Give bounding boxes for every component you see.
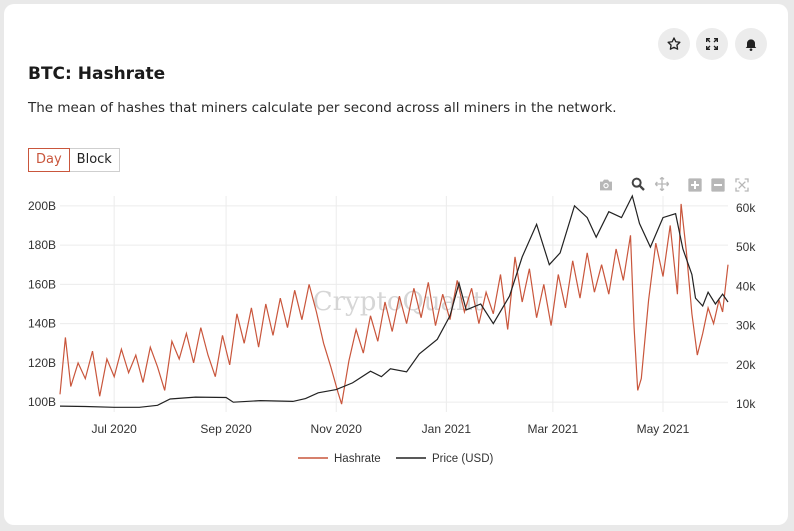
chart-title: BTC: Hashrate [28,64,166,84]
y-left-tick-label: 180B [28,238,56,252]
fullscreen-button[interactable] [696,28,728,60]
x-tick-label: Mar 2021 [528,422,579,436]
x-tick-label: Nov 2020 [311,422,363,436]
bell-icon [745,39,757,51]
alert-button[interactable] [735,28,767,60]
y-right-tick-label: 10k [736,397,756,411]
legend-price-label[interactable]: Price (USD) [432,453,494,465]
y-axis-left: 100B 120B 140B 160B 180B 200B [28,199,56,409]
y-left-tick-label: 160B [28,277,56,291]
expand-icon [706,38,718,50]
star-icon [667,37,681,50]
y-left-tick-label: 140B [28,317,56,331]
y-right-tick-label: 40k [736,279,756,293]
autoscale-icon[interactable] [734,177,750,193]
tab-day[interactable]: Day [28,148,70,172]
interval-toggle: Day Block [28,148,120,172]
y-right-tick-label: 50k [736,240,756,254]
grid-lines [60,196,728,412]
price-series-line [59,194,729,408]
y-left-tick-label: 100B [28,395,56,409]
x-tick-label: May 2021 [637,422,690,436]
chart-legend: Hashrate Price (USD) [298,453,494,465]
y-axis-right: 10k 20k 30k 40k 50k 60k [736,201,756,411]
zoom-in-icon[interactable] [687,177,703,193]
y-left-tick-label: 200B [28,199,56,213]
legend-hashrate-label[interactable]: Hashrate [334,453,381,465]
y-right-tick-label: 20k [736,358,756,372]
camera-icon[interactable] [598,177,614,193]
chart-description: The mean of hashes that miners calculate… [28,100,617,116]
y-right-tick-label: 60k [736,201,756,215]
zoom-out-icon[interactable] [710,177,726,193]
tab-block[interactable]: Block [69,148,120,172]
x-tick-label: Sep 2020 [200,422,252,436]
x-tick-label: Jan 2021 [422,422,472,436]
y-left-tick-label: 120B [28,356,56,370]
favorite-button[interactable] [658,28,690,60]
zoom-icon[interactable] [630,176,646,192]
x-axis: Jul 2020 Sep 2020 Nov 2020 Jan 2021 Mar 2021… [91,422,689,436]
chart-card: BTC: Hashrate The mean of hashes that mi… [4,4,788,525]
x-tick-label: Jul 2020 [91,422,137,436]
pan-icon[interactable] [654,176,670,192]
y-right-tick-label: 30k [736,319,756,333]
hashrate-series-line [59,203,729,405]
